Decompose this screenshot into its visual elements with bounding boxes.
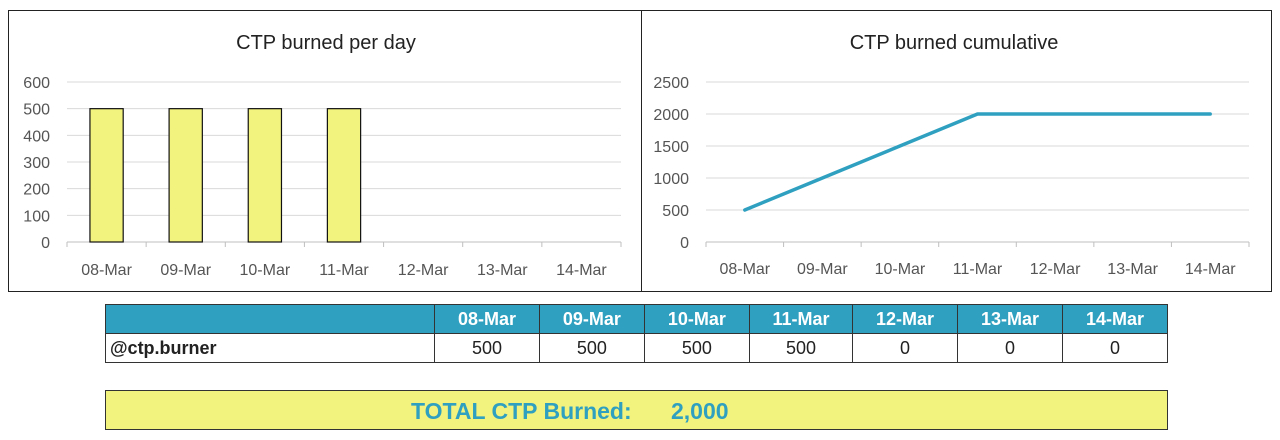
y-tick-label: 500 <box>23 102 50 119</box>
bar <box>326 108 362 243</box>
table-cell: 500 <box>748 333 854 363</box>
table-corner-cell <box>105 304 435 334</box>
total-burned-box: TOTAL CTP Burned: 2,000 <box>105 390 1168 430</box>
y-tick-label: 400 <box>23 128 50 145</box>
x-tick-label: 14-Mar <box>556 262 607 279</box>
y-tick-label: 300 <box>23 155 50 172</box>
table-col-header: 10-Mar <box>643 304 750 334</box>
bar <box>247 108 283 243</box>
x-tick-label: 13-Mar <box>1107 261 1158 278</box>
table-col-header: 09-Mar <box>538 304 645 334</box>
x-tick-label: 14-Mar <box>1185 261 1236 278</box>
burn-data-table: 08-Mar 09-Mar 10-Mar 11-Mar 12-Mar 13-Ma… <box>105 304 1169 363</box>
table-col-header: 08-Mar <box>434 304 540 334</box>
table-cell: 0 <box>852 333 959 363</box>
bar <box>168 108 203 243</box>
y-tick-label: 100 <box>23 208 50 225</box>
x-tick-label: 11-Mar <box>319 262 369 279</box>
x-tick-label: 10-Mar <box>240 262 291 279</box>
x-tick-label: 12-Mar <box>398 262 449 279</box>
table-cell: 500 <box>434 333 540 363</box>
table-col-header: 12-Mar <box>852 304 959 334</box>
table-row-label: @ctp.burner <box>105 333 435 363</box>
total-value: 2,000 <box>671 398 729 424</box>
series-line <box>743 112 1212 212</box>
daily-burn-chart: CTP burned per day 0 100 200 300 400 500 600 08-… <box>23 32 622 279</box>
y-tick-label: 1000 <box>653 171 689 188</box>
y-tick-label: 1500 <box>653 139 689 156</box>
total-label: TOTAL CTP Burned: <box>411 398 632 424</box>
table-cell: 500 <box>538 333 645 363</box>
table-header-row: 08-Mar 09-Mar 10-Mar 11-Mar 12-Mar 13-Ma… <box>105 304 1169 334</box>
daily-burn-chart-panel: CTP burned per day 0 100 200 300 400 500 600 08-… <box>8 10 642 292</box>
x-tick-label: 09-Mar <box>160 262 211 279</box>
y-tick-label: 0 <box>41 235 50 252</box>
x-tick-label: 08-Mar <box>81 262 132 279</box>
x-tick-label: 08-Mar <box>719 261 770 278</box>
cumulative-burn-chart: CTP burned cumulative 0 500 1000 1500 2000 250… <box>653 32 1250 278</box>
table-cell: 0 <box>1061 333 1169 363</box>
table-cell: 0 <box>957 333 1063 363</box>
table-col-header: 11-Mar <box>748 304 854 334</box>
cumulative-burn-chart-panel: CTP burned cumulative 0 500 1000 1500 2000 250… <box>641 10 1272 292</box>
table-col-header: 14-Mar <box>1061 304 1169 334</box>
y-tick-label: 200 <box>23 182 50 199</box>
x-tick-label: 11-Mar <box>953 261 1003 278</box>
bar <box>89 108 124 243</box>
y-tick-label: 600 <box>23 75 50 92</box>
x-tick-label: 13-Mar <box>477 262 528 279</box>
y-tick-label: 0 <box>680 235 689 252</box>
x-tick-label: 12-Mar <box>1030 261 1081 278</box>
y-tick-label: 500 <box>662 203 689 220</box>
table-row: @ctp.burner 500 500 500 500 0 0 0 <box>105 333 1169 363</box>
chart-title: CTP burned per day <box>236 32 416 54</box>
table-cell: 500 <box>643 333 750 363</box>
y-tick-label: 2000 <box>653 107 689 124</box>
x-tick-label: 10-Mar <box>875 261 926 278</box>
table-col-header: 13-Mar <box>957 304 1063 334</box>
chart-title: CTP burned cumulative <box>850 32 1059 54</box>
x-tick-label: 09-Mar <box>797 261 848 278</box>
y-tick-label: 2500 <box>653 75 689 92</box>
